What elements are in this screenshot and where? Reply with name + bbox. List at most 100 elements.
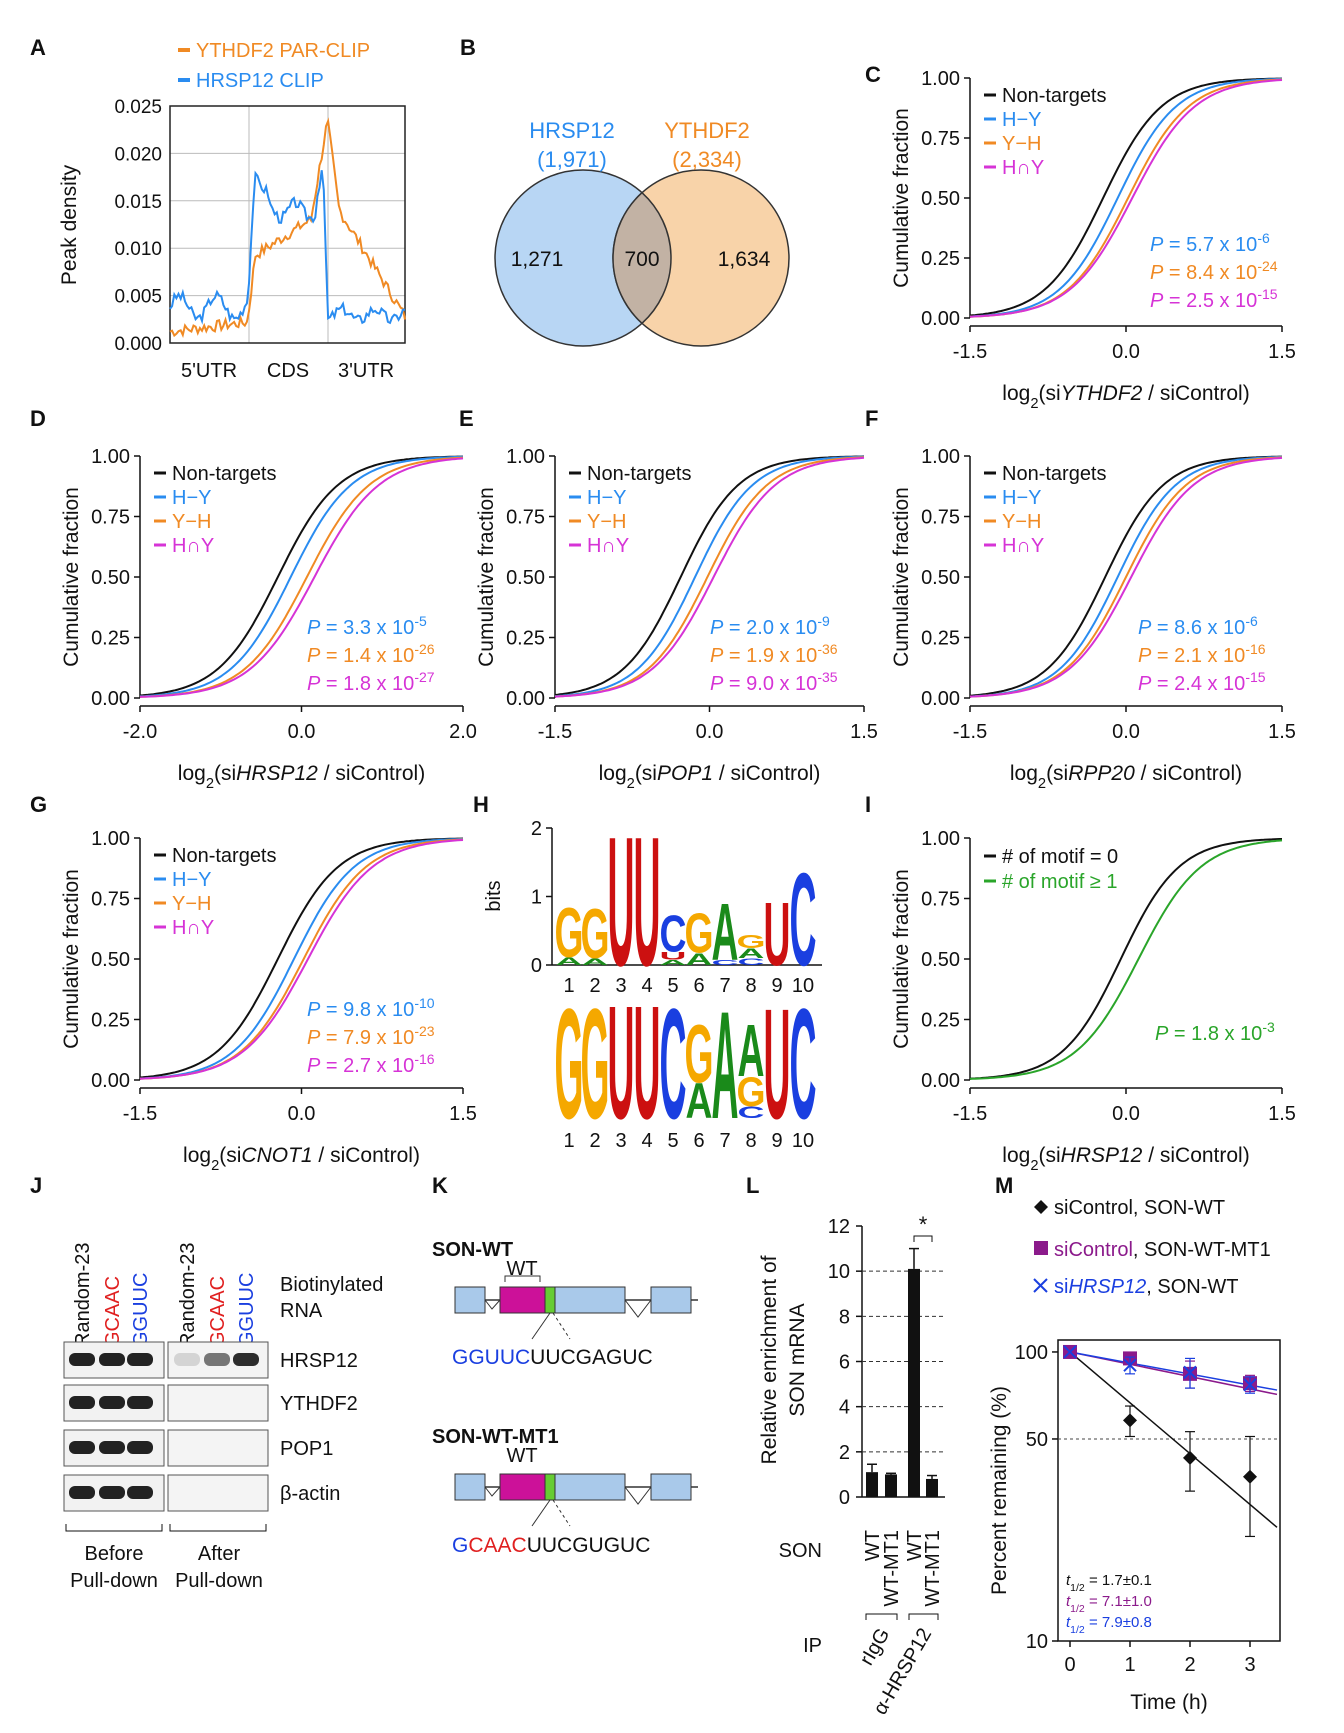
legend-entry: siControl, SON-WT bbox=[1054, 1197, 1225, 1219]
label-part: GGUUC bbox=[452, 1346, 530, 1369]
x-label-5utr: 5'UTR bbox=[181, 360, 237, 382]
construct-title: SON-WT bbox=[432, 1239, 513, 1261]
logo-letter-g: G bbox=[684, 1007, 713, 1100]
label-part: t bbox=[1066, 1572, 1071, 1589]
label-part: = 2.5 x 10 bbox=[1163, 290, 1257, 312]
logo-letter-u: U bbox=[764, 978, 791, 1153]
venn-ythdf2-only: 1,634 bbox=[718, 248, 771, 271]
ip-row-label: IP bbox=[803, 1635, 822, 1657]
cdf-curve-3 bbox=[969, 456, 1283, 698]
y-axis-label: Relative enrichment of bbox=[758, 1255, 781, 1464]
panel-l-bar-chart: 12 10 8 6 4 2 0 Relative enrichment of SON mRNA *… bbox=[758, 1212, 945, 1719]
x-tick-label: 1.5 bbox=[1268, 1103, 1296, 1125]
y-tick-label: 12 bbox=[828, 1216, 850, 1238]
y-tick-label: 50 bbox=[1026, 1429, 1048, 1451]
legend-entry: Non-targets bbox=[172, 463, 277, 485]
label-part: CNOT1 bbox=[241, 1144, 312, 1167]
label-part: -23 bbox=[414, 1023, 434, 1039]
panel-d-cdf: 1.00 0.75 0.50 0.25 0.00 -2.0 0.0 2.0 Cumulative… bbox=[60, 446, 477, 792]
x-tick-label: 1 bbox=[1124, 1654, 1135, 1676]
y-tick-label: 1.00 bbox=[921, 828, 960, 850]
label-part: = 9.0 x 10 bbox=[723, 673, 817, 695]
label-part: UUCGAGUC bbox=[530, 1346, 653, 1369]
legend-entry: H−Y bbox=[1002, 109, 1041, 131]
y-tick-label: 0.75 bbox=[921, 507, 960, 529]
wt-bracket bbox=[504, 1275, 541, 1282]
data-point bbox=[1243, 1469, 1257, 1484]
panel-letter-g: G bbox=[30, 792, 47, 817]
blot-band bbox=[99, 1441, 125, 1454]
y-tick-label: 0.25 bbox=[921, 248, 960, 270]
x-tick-label: -1.5 bbox=[538, 721, 572, 743]
label-part: -15 bbox=[1257, 286, 1277, 302]
label-part: 1/2 bbox=[1070, 1582, 1085, 1594]
legend-entry: H−Y bbox=[1002, 487, 1041, 509]
logo-position-label: 1 bbox=[563, 1130, 574, 1152]
x-axis-label: log2(siHRSP12 / siControl) bbox=[178, 762, 425, 792]
x-tick-label: 1.5 bbox=[1268, 341, 1296, 363]
callout-line bbox=[531, 1499, 551, 1527]
x-tick-label: -1.5 bbox=[123, 1103, 157, 1125]
label-part: P bbox=[1155, 1023, 1169, 1045]
logo-letter-a: A bbox=[738, 945, 765, 961]
y-tick-label: 2 bbox=[531, 818, 542, 840]
x-label-cds: CDS bbox=[267, 360, 309, 382]
logo-letter-g: G bbox=[554, 978, 583, 1153]
ip-bracket bbox=[865, 1613, 898, 1620]
p-value: P = 2.7 x 10-16 bbox=[307, 1051, 435, 1077]
logo-letter-u: U bbox=[764, 884, 791, 985]
panel-letter-h: H bbox=[473, 792, 489, 817]
logo-letter-a: A bbox=[712, 979, 739, 1151]
blot-band bbox=[233, 1353, 259, 1366]
label-part: P bbox=[1150, 290, 1164, 312]
blot-box-after bbox=[167, 1474, 269, 1512]
legend-entry: Y−H bbox=[172, 511, 211, 533]
group-label: After bbox=[198, 1543, 241, 1565]
p-value: P = 2.0 x 10-9 bbox=[710, 613, 830, 639]
y-tick: 0.025 bbox=[114, 97, 162, 118]
y-tick-label: 8 bbox=[839, 1306, 850, 1328]
logo-position-label: 3 bbox=[615, 975, 626, 997]
logo-letter-a: A bbox=[582, 956, 609, 967]
logo-position-label: 6 bbox=[693, 1130, 704, 1152]
blot-band bbox=[69, 1353, 95, 1366]
panel-a-peak-density: YTHDF2 PAR-CLIP HRSP12 CLIP 0.025 0.020 0.01… bbox=[58, 40, 406, 382]
label-part: -15 bbox=[1245, 669, 1265, 685]
y-tick-label: 1.00 bbox=[91, 828, 130, 850]
data-point bbox=[1183, 1365, 1197, 1380]
legend-entry: Y−H bbox=[1002, 511, 1041, 533]
y-tick-label: 0.00 bbox=[91, 1070, 130, 1092]
legend-entry: H∩Y bbox=[587, 535, 629, 557]
label-part: P bbox=[307, 999, 321, 1021]
bar bbox=[885, 1474, 897, 1497]
logo-letter-u: U bbox=[608, 972, 635, 1152]
label-part: 2 bbox=[1030, 396, 1038, 412]
label-part: = 1.8 x 10 bbox=[320, 673, 414, 695]
logo-letter-a: A bbox=[686, 950, 713, 969]
exon-box bbox=[650, 1286, 692, 1314]
blot-band bbox=[127, 1353, 153, 1366]
label-part: -10 bbox=[414, 995, 434, 1011]
significance-bracket bbox=[913, 1235, 933, 1242]
construct-sequence: GCAACUUCGUGUC bbox=[452, 1534, 650, 1557]
label-part: P bbox=[1150, 262, 1164, 284]
venn-hrsp12-title: HRSP12 bbox=[529, 118, 615, 143]
group-bracket bbox=[169, 1524, 267, 1532]
logo-letter-g: G bbox=[554, 894, 583, 973]
x-label-3utr: 3'UTR bbox=[338, 360, 394, 382]
panel-letter-i: I bbox=[865, 792, 871, 817]
x-tick-label: 0.0 bbox=[288, 1103, 316, 1125]
label-part: (si bbox=[1038, 382, 1060, 405]
p-value: P = 1.4 x 10-26 bbox=[307, 641, 435, 667]
bar bbox=[926, 1478, 938, 1497]
logo-letter-g: G bbox=[684, 903, 713, 966]
fit-line bbox=[1069, 1351, 1278, 1528]
legend-hrsp12: HRSP12 CLIP bbox=[196, 70, 324, 92]
logo-letter-u: U bbox=[608, 800, 635, 1005]
legend-ythdf2: YTHDF2 PAR-CLIP bbox=[196, 40, 370, 62]
legend-entry: H∩Y bbox=[172, 535, 214, 557]
cdf-curve-1 bbox=[554, 455, 865, 698]
panel-f-cdf: 1.00 0.75 0.50 0.25 0.00 -1.5 0.0 1.5 Cumulative… bbox=[890, 446, 1296, 792]
label-part: P bbox=[307, 673, 321, 695]
label-part: UUCGUGUC bbox=[527, 1534, 651, 1557]
